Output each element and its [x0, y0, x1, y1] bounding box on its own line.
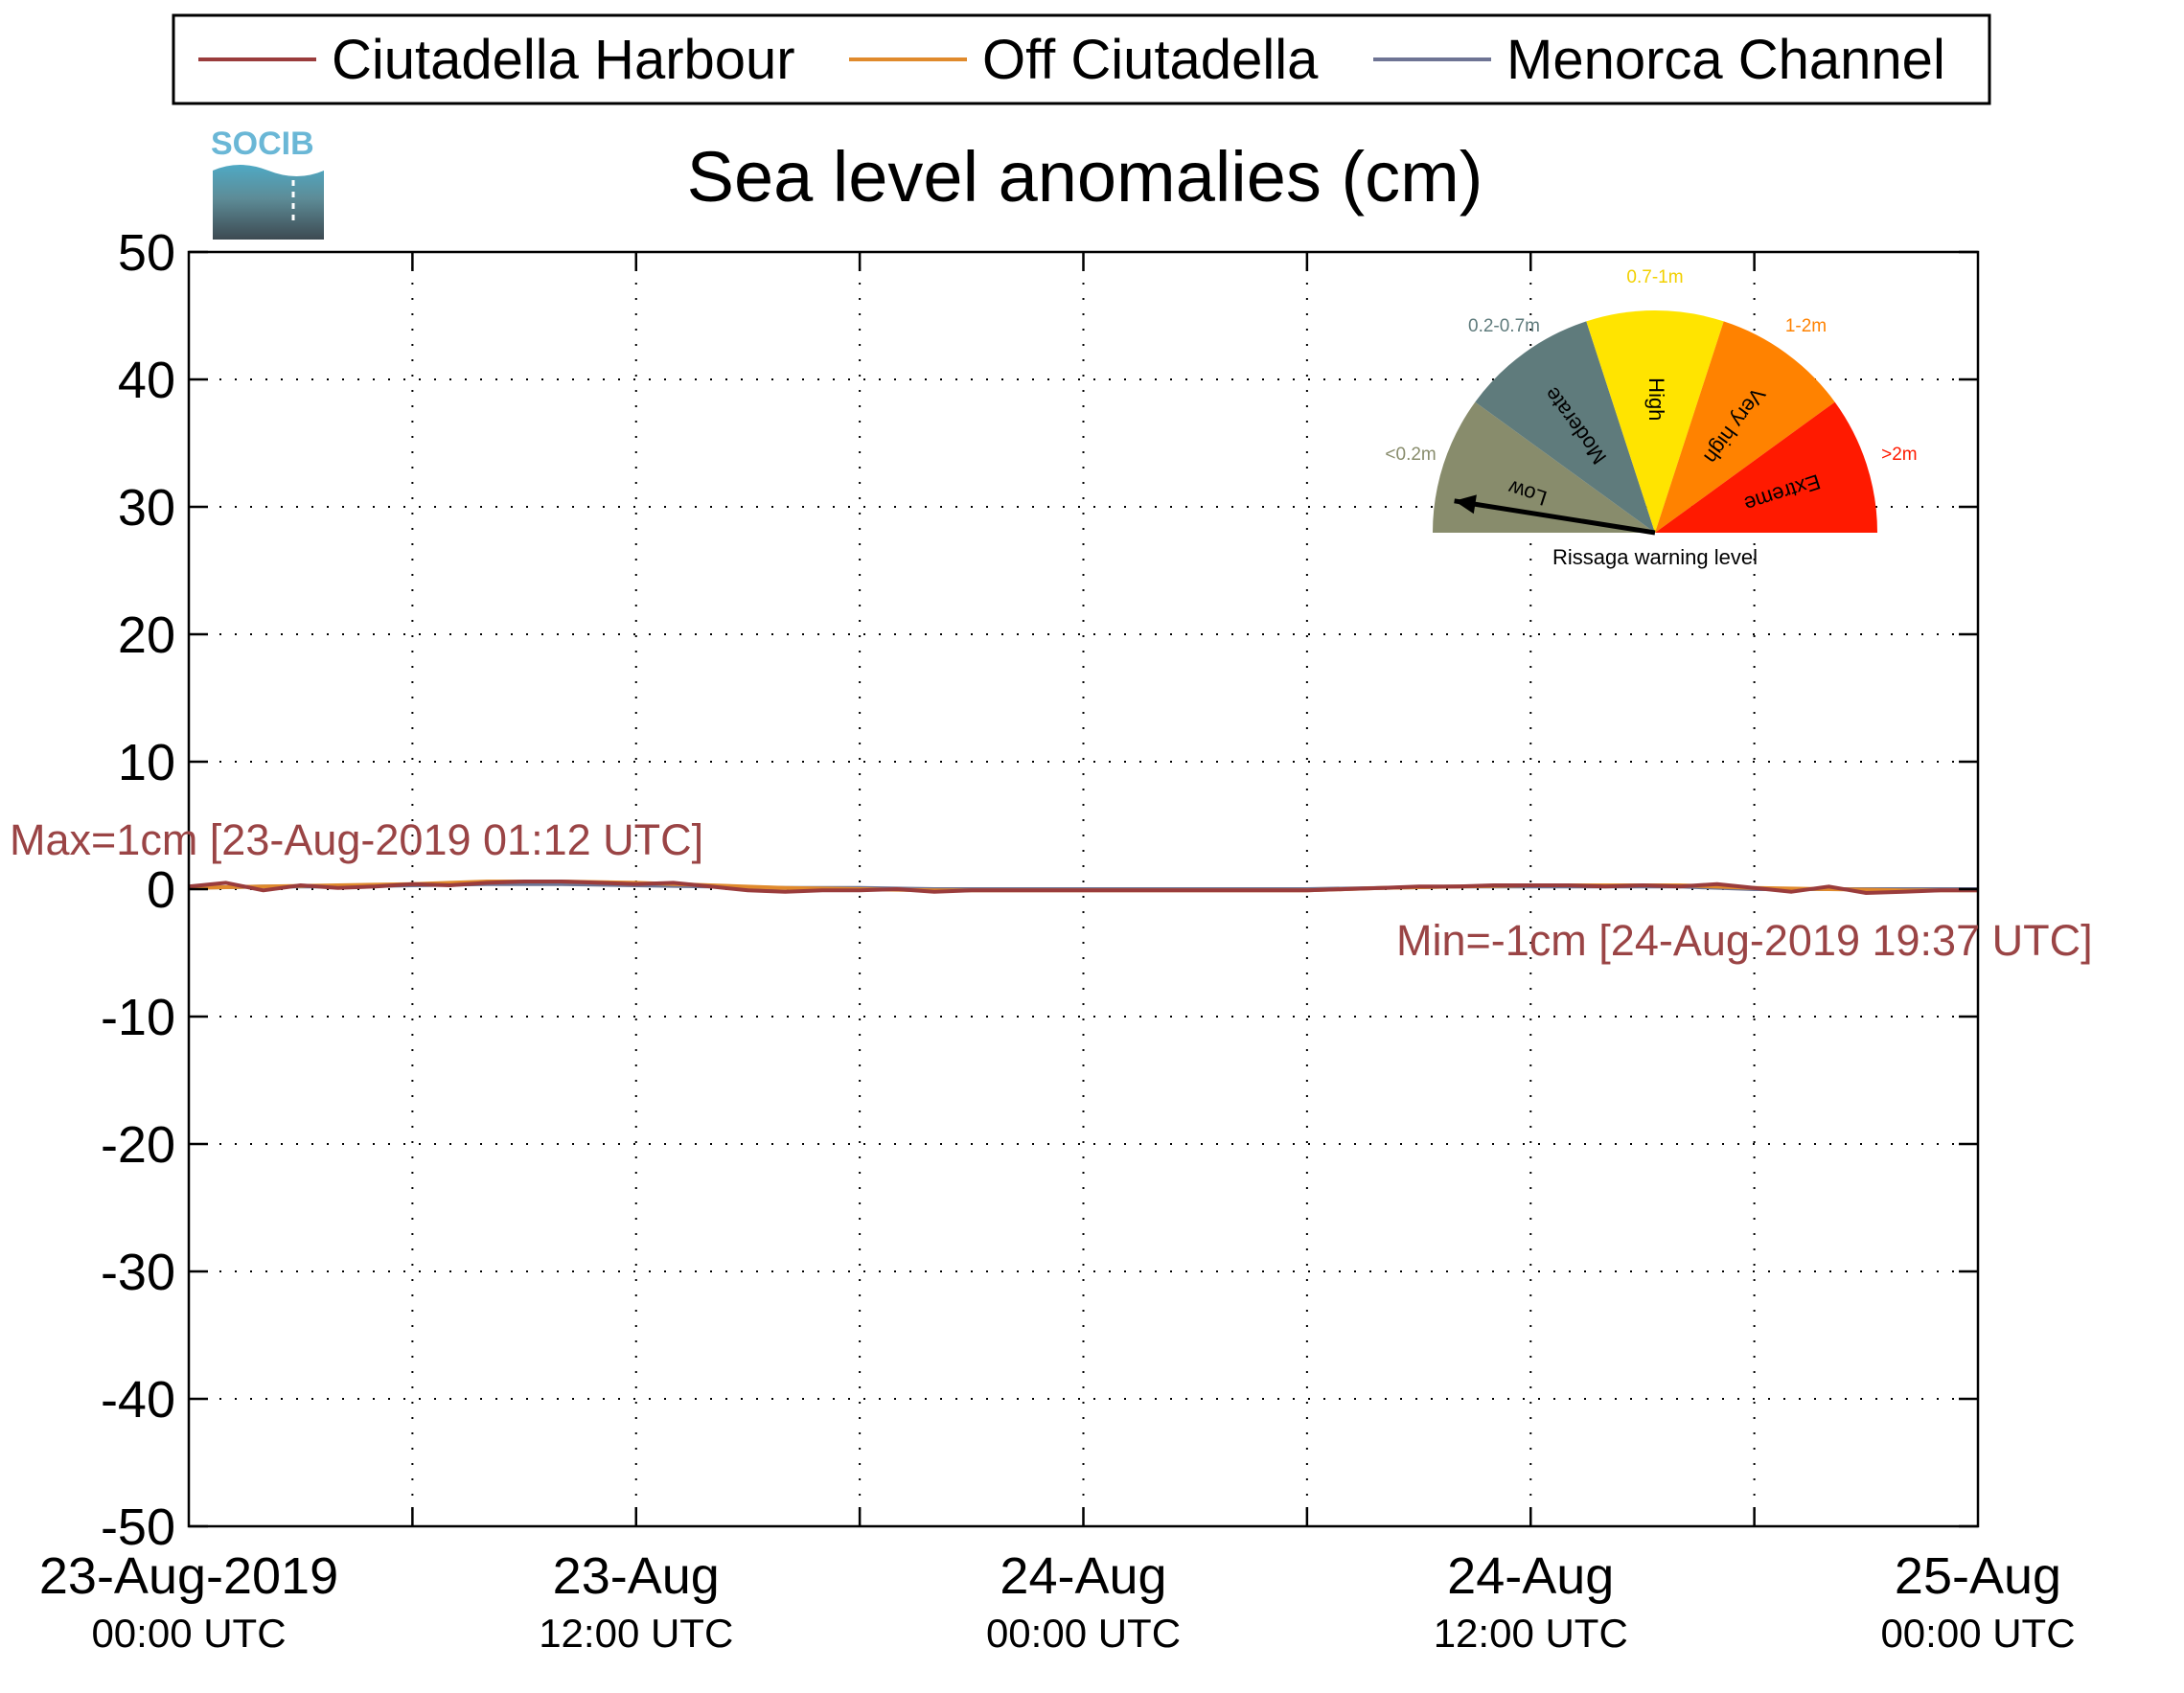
x-tick-date-label: 24-Aug	[1447, 1547, 1614, 1605]
gauge-range-label-high: 0.7-1m	[1626, 267, 1683, 287]
logo-wave	[213, 165, 324, 240]
gauge-range-label-very-high: 1-2m	[1785, 316, 1827, 336]
x-tick-time-label: 00:00 UTC	[91, 1611, 286, 1656]
max-annotation: Max=1cm [23-Aug-2019 01:12 UTC]	[10, 815, 703, 864]
axis-ticks	[189, 250, 1978, 1528]
gauge-category-label-high: High	[1644, 377, 1668, 421]
y-tick-label: -50	[101, 1499, 175, 1556]
legend-label-menorca-channel: Menorca Channel	[1506, 29, 1945, 91]
legend: Ciutadella Harbour Off Ciutadella Menorc…	[172, 13, 1991, 105]
y-tick-label: 10	[118, 734, 175, 791]
y-axis-labels: 50 40 30 20 10 0 -10 -20 -30 -40 -50	[101, 224, 175, 1556]
y-tick-label: 50	[118, 224, 175, 282]
gauge-needle	[1454, 498, 1656, 536]
series-lines	[188, 880, 1978, 895]
gauge-band-extreme	[1655, 401, 1877, 533]
legend-label-ciutadella-harbour: Ciutadella Harbour	[332, 29, 795, 91]
gauge-needle-head	[1454, 494, 1477, 515]
gauge-band-very-high	[1655, 321, 1835, 533]
logo-text: SOCIB	[211, 126, 314, 162]
rissaga-gauge: <0.2mLow0.2-0.7mModerate0.7-1mHigh1-2mVe…	[1385, 267, 1917, 569]
y-tick-label: 20	[118, 606, 175, 664]
y-tick-label: 30	[118, 479, 175, 537]
x-tick-date-label: 25-Aug	[1895, 1547, 2061, 1605]
gauge-caption: Rissaga warning level	[1552, 545, 1758, 569]
gauge-band-low	[1433, 401, 1655, 533]
y-tick-label: -20	[101, 1116, 175, 1174]
gauge-band-moderate	[1475, 321, 1655, 533]
y-tick-label: 40	[118, 352, 175, 409]
gauge-band-high	[1586, 310, 1724, 533]
min-annotation: Min=-1cm [24-Aug-2019 19:37 UTC]	[1396, 916, 2093, 965]
x-axis-labels: 23-Aug-2019 00:00 UTC 23-Aug 12:00 UTC 24-Au…	[39, 1547, 2076, 1656]
legend-label-off-ciutadella: Off Ciutadella	[982, 29, 1319, 91]
y-tick-label: -10	[101, 989, 175, 1046]
x-tick-date-label: 23-Aug	[553, 1547, 720, 1605]
y-tick-label: 0	[147, 861, 175, 919]
x-tick-time-label: 00:00 UTC	[1880, 1611, 2075, 1656]
socib-logo: SOCIB	[211, 126, 324, 240]
y-tick-label: -40	[101, 1371, 175, 1429]
x-tick-date-label: 23-Aug-2019	[39, 1547, 338, 1605]
legend-frame	[172, 13, 1991, 105]
chart-title: Sea level anomalies (cm)	[687, 137, 1483, 217]
gauge-range-label-low: <0.2m	[1385, 445, 1436, 465]
series-line-ciutadella-harbour	[188, 880, 1978, 895]
x-tick-time-label: 00:00 UTC	[986, 1611, 1181, 1656]
x-tick-time-label: 12:00 UTC	[539, 1611, 733, 1656]
y-tick-label: -30	[101, 1244, 175, 1301]
x-tick-time-label: 12:00 UTC	[1434, 1611, 1628, 1656]
x-tick-date-label: 24-Aug	[1000, 1547, 1166, 1605]
gauge-range-label-moderate: 0.2-0.7m	[1468, 316, 1540, 336]
gauge-range-label-extreme: >2m	[1881, 445, 1918, 465]
